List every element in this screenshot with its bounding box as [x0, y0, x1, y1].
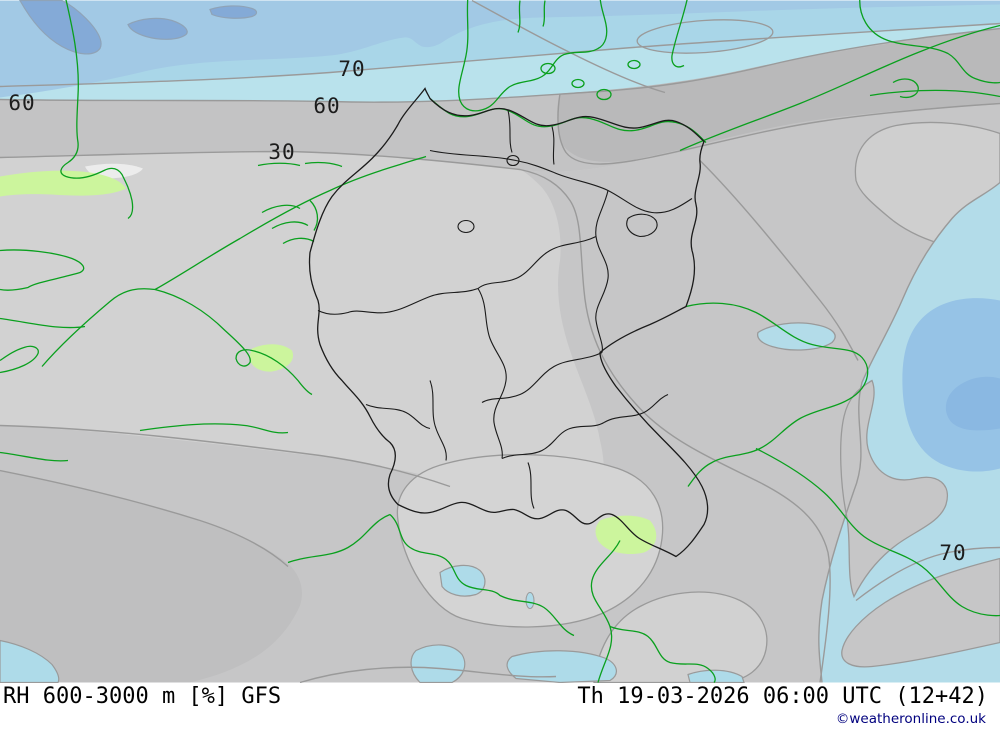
coastline-france-seine	[0, 345, 39, 374]
coastline-england-east	[60, 0, 134, 220]
rh-cell-alps-b	[506, 650, 617, 683]
contour-line-70-southeast	[855, 546, 1000, 602]
border-germany-outline	[308, 87, 709, 558]
state-border	[501, 422, 605, 460]
contour-line-denmark	[471, 0, 666, 94]
island-denmark	[571, 78, 585, 89]
city-boundary-berlin	[626, 213, 658, 238]
rh-80-band	[0, 0, 1000, 98]
border-switzerland-italy	[389, 514, 575, 637]
border-austria-hungary	[755, 447, 1000, 617]
map-canvas	[0, 0, 1000, 683]
contour-line-bottom	[299, 666, 557, 683]
coastline-sweden-south	[859, 0, 1000, 84]
gray-dark-band	[557, 28, 1000, 162]
state-border	[317, 287, 479, 315]
state-border	[481, 352, 603, 403]
city-boundary-hamburg	[506, 154, 520, 167]
caption-bar: RH 600-3000 m [%] GFS Th 19-03-2026 06:0…	[0, 683, 1000, 733]
coastline-bornholm-branch	[869, 78, 1000, 98]
rh-90-core-east	[945, 376, 1000, 431]
state-border	[507, 110, 555, 165]
rh-cell-corner-sw	[0, 639, 60, 683]
border-switzerland-west	[287, 513, 391, 564]
coastline-sweden-west	[671, 0, 688, 68]
dry-green-patch-a	[0, 170, 126, 197]
contour-line-east-edge	[818, 181, 1000, 683]
rh-90-cell	[19, 0, 102, 55]
coastlines-borders-green	[0, 0, 1000, 683]
contour-line-southwest-a	[0, 424, 451, 488]
coastline-channel	[41, 288, 313, 396]
valid-time-label: Th 19-03-2026 06:00 UTC (12+42)	[577, 684, 988, 709]
contour-label: 60	[8, 91, 36, 115]
contour-line-70-north	[0, 22, 1000, 88]
state-border	[527, 462, 535, 509]
contour-line-southwest-b	[0, 469, 289, 568]
border-alps-south	[609, 625, 716, 683]
rh-60-cell-small	[756, 322, 836, 351]
state-border	[477, 288, 507, 459]
rh-cell-alps-a	[410, 644, 466, 683]
state-border	[603, 393, 669, 423]
contour-label: 70	[939, 541, 967, 565]
state-border	[595, 190, 609, 353]
gray-tongue-southeast	[841, 557, 1000, 668]
contour-line-30	[0, 150, 831, 683]
rh-cell-tiny	[525, 592, 535, 609]
contour-label: 30	[268, 140, 296, 164]
light-cell-alps	[593, 591, 768, 683]
copyright-label: ©weatheronline.co.uk	[835, 711, 986, 727]
forecast-map: 70 60 60 30 70	[0, 0, 1000, 683]
borders-germany	[308, 87, 709, 558]
gray-southwest-patch	[0, 470, 302, 683]
coastline-denmark-fjords	[517, 0, 546, 33]
rh-90-cell	[127, 17, 188, 40]
gray-finger-east	[840, 379, 948, 599]
island-denmark	[627, 59, 641, 70]
rh-90-cell	[209, 5, 258, 19]
borders-german-states	[317, 110, 693, 509]
state-border	[429, 149, 555, 174]
gray-mid-band	[0, 28, 1000, 172]
coastline-denmark	[458, 0, 608, 112]
contour-line-band-edge	[557, 93, 1000, 165]
state-border	[365, 380, 447, 461]
coastline-poland	[679, 24, 1000, 152]
contour-lines	[0, 0, 1000, 683]
coastline-england-thames	[0, 249, 85, 291]
contour-line-east-diag	[699, 160, 859, 361]
city-boundary-bremen	[457, 219, 475, 234]
rh-cell-alps-c	[687, 669, 745, 683]
state-border	[477, 236, 597, 289]
dry-green-patch-c	[595, 515, 657, 554]
product-label: RH 600-3000 m [%] GFS	[3, 684, 282, 709]
island-denmark	[596, 88, 612, 101]
border-czechia	[685, 302, 869, 487]
contour-label: 60	[313, 94, 341, 118]
coastline-frisian-islands	[257, 161, 343, 245]
rh-cell-lake-constance	[439, 564, 486, 597]
contour-line-60	[0, 27, 1000, 103]
island-denmark	[540, 62, 556, 75]
contour-label: 70	[338, 57, 366, 81]
state-border	[553, 171, 693, 214]
coastline-netherlands	[154, 155, 427, 291]
rivers-france	[0, 317, 289, 462]
border-austria-italy	[590, 540, 621, 683]
